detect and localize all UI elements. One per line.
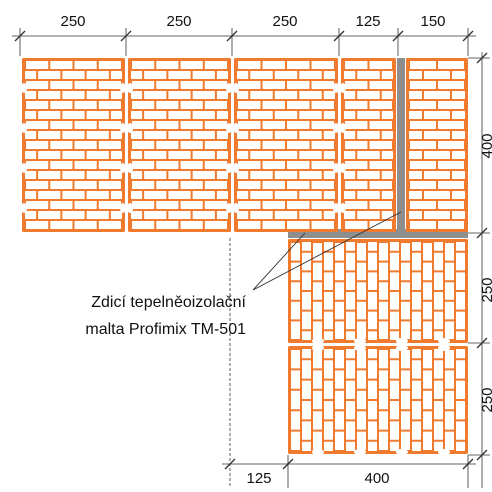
annotation-line-1: Zdicí tepelněoizolační bbox=[91, 294, 246, 311]
brick-block-5 bbox=[406, 58, 468, 232]
mortar-horizontal-joint bbox=[288, 229, 468, 238]
dim-top-2: 250 bbox=[166, 13, 191, 30]
dim-top-5: 150 bbox=[420, 13, 445, 30]
dim-right-3: 250 bbox=[479, 387, 492, 412]
brick-block-1 bbox=[21, 58, 126, 232]
brick-block-6 bbox=[288, 239, 468, 344]
annotation-line-2: malta Profimix TM-501 bbox=[85, 321, 246, 338]
brick-blocks bbox=[21, 58, 468, 455]
dim-top-3: 250 bbox=[272, 13, 297, 30]
brick-block-2 bbox=[127, 58, 232, 232]
dim-right-1: 400 bbox=[479, 133, 492, 158]
dimension-labels: 250 250 250 125 150 400 250 250 125 400 bbox=[60, 13, 492, 487]
dim-top-1: 250 bbox=[60, 13, 85, 30]
dim-right-2: 250 bbox=[479, 277, 492, 302]
dim-bottom-1: 125 bbox=[246, 470, 271, 487]
dimension-lines bbox=[12, 28, 490, 488]
brick-block-3 bbox=[233, 58, 339, 232]
brick-block-4 bbox=[340, 58, 396, 232]
dim-bottom-2: 400 bbox=[364, 470, 389, 487]
brick-block-7 bbox=[288, 345, 468, 455]
leader-line-2 bbox=[252, 211, 402, 291]
leader-line-1 bbox=[252, 232, 306, 291]
insulating-mortar bbox=[288, 58, 468, 238]
mortar-vertical-joint bbox=[397, 58, 405, 236]
dim-top-4: 125 bbox=[355, 13, 380, 30]
mortar-annotation: Zdicí tepelněoizolační malta Profimix TM… bbox=[85, 211, 402, 338]
